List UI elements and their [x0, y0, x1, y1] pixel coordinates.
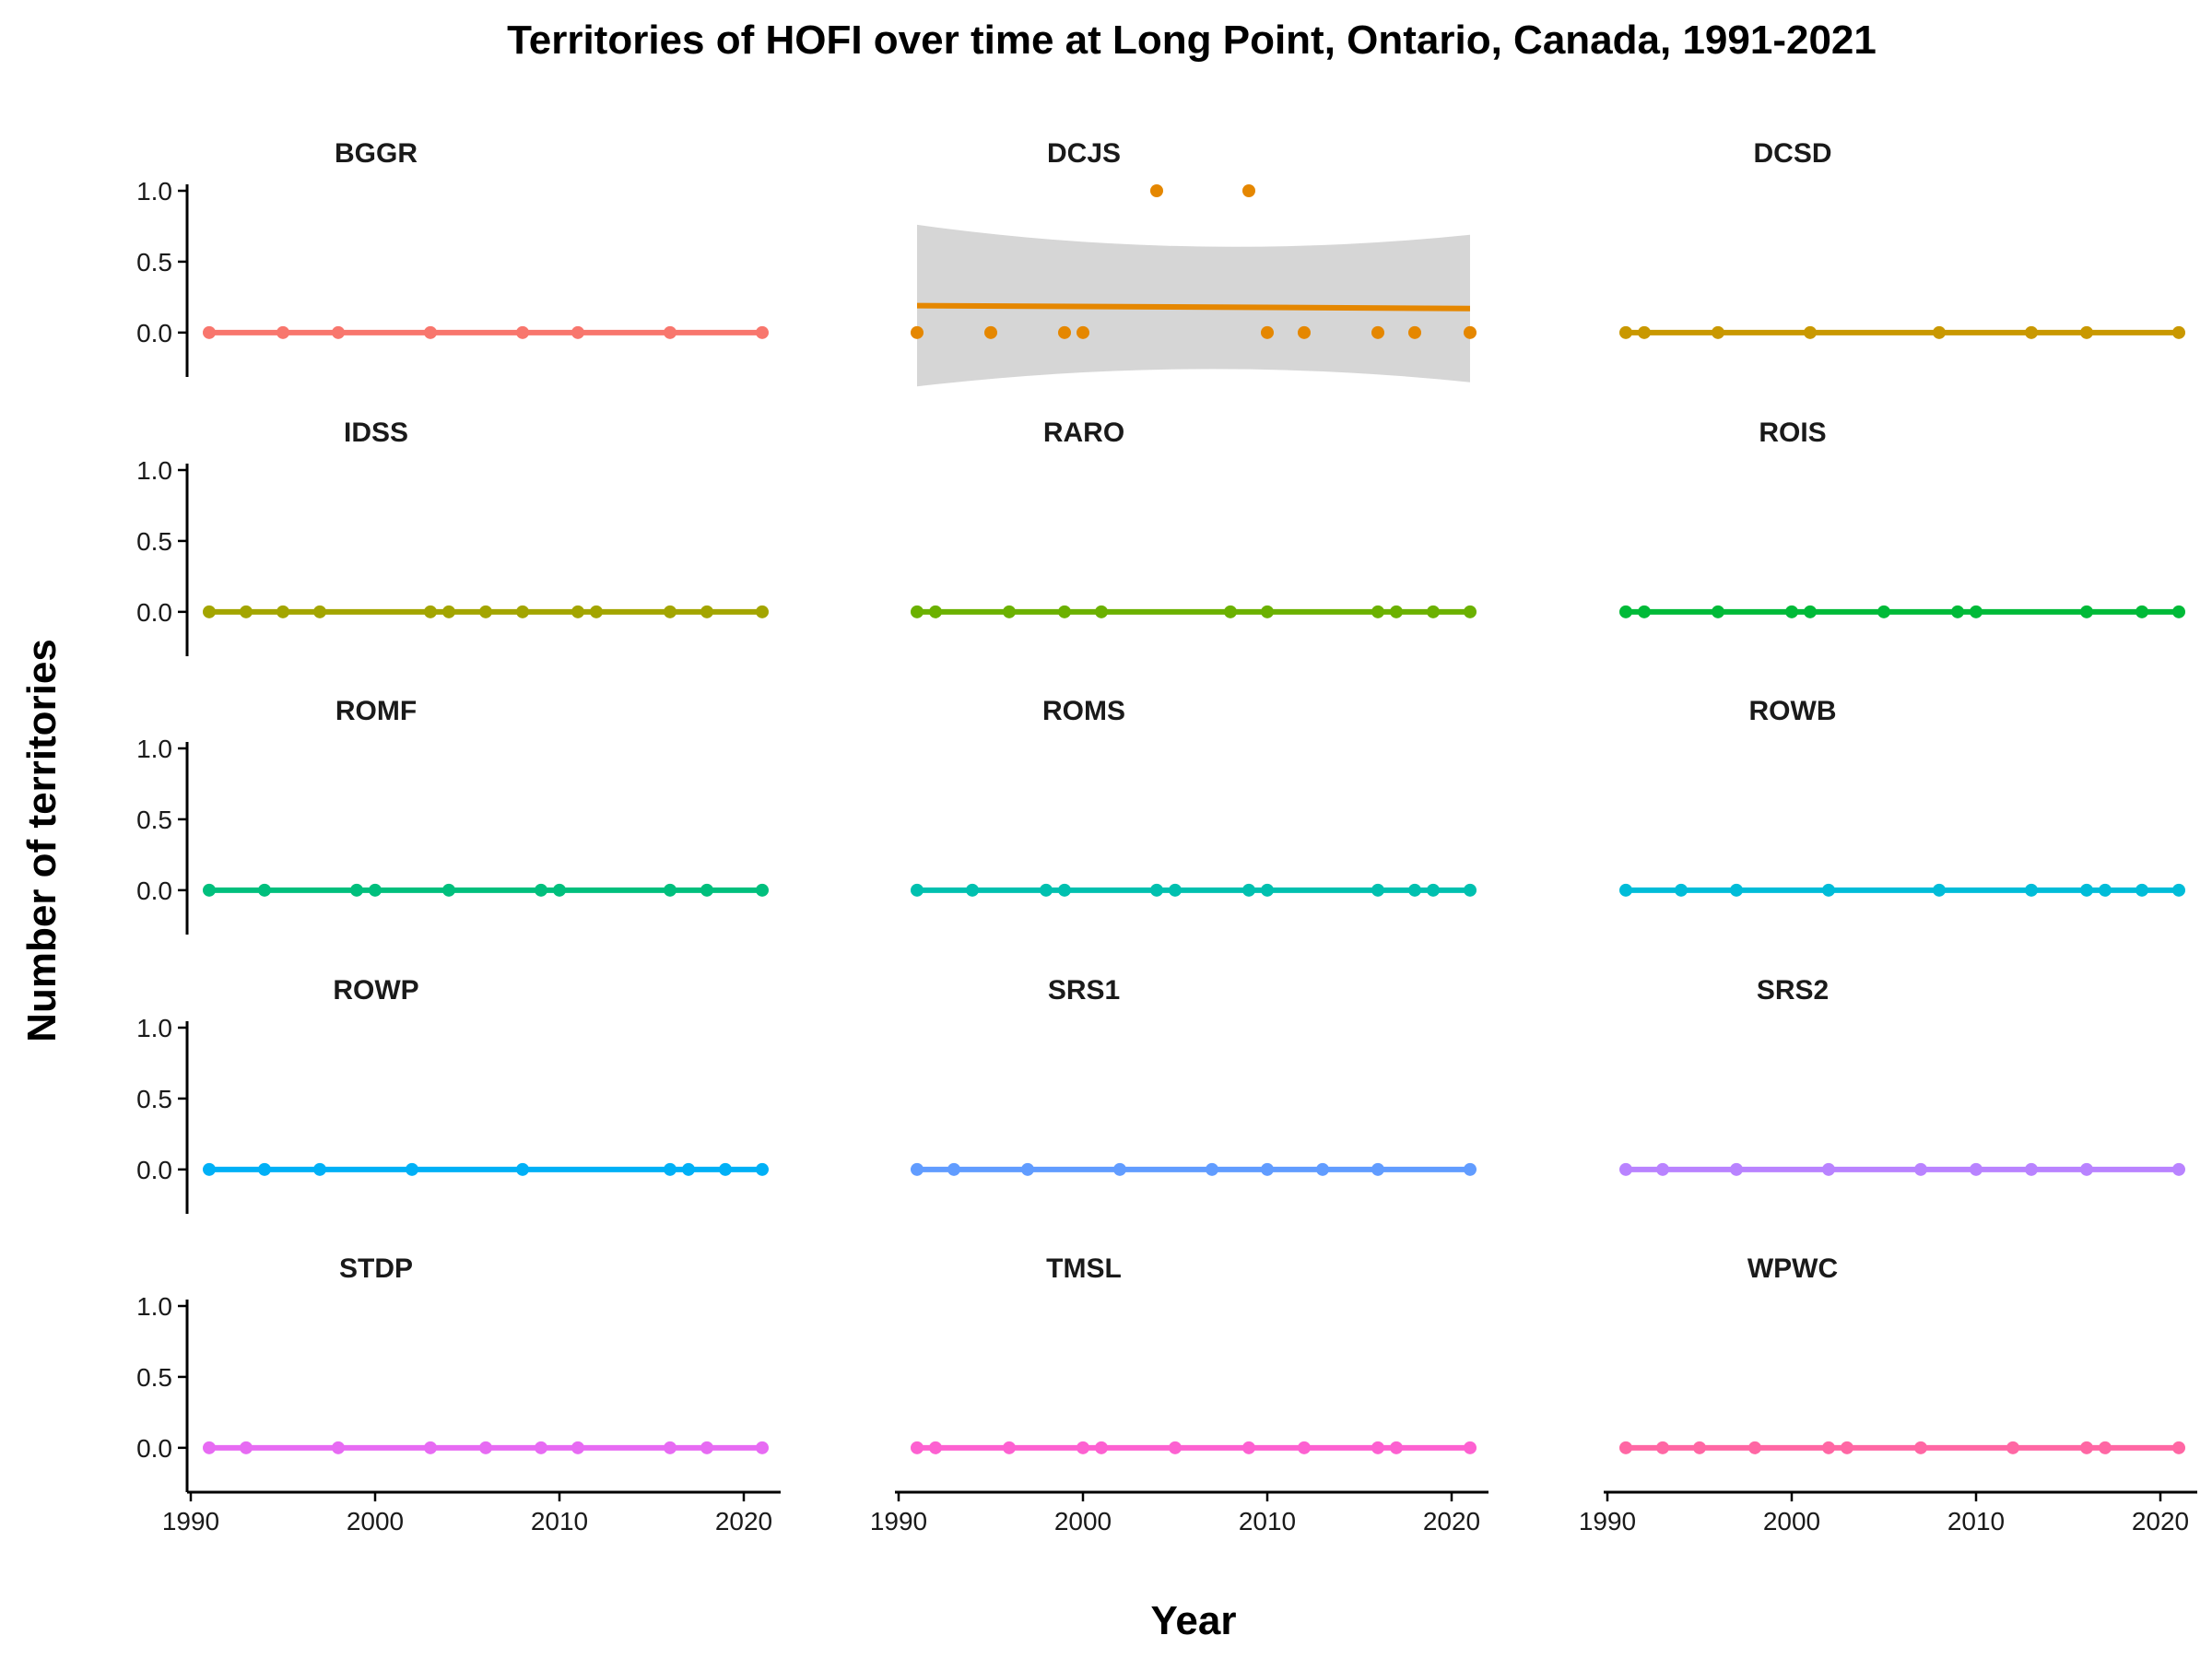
- y-tick-label: 0.0: [136, 319, 172, 347]
- y-tick-label: 1.0: [136, 735, 172, 763]
- panel-strip-label: DCSD: [1753, 138, 1831, 169]
- data-point: [984, 325, 997, 339]
- x-tick-label: 2000: [347, 1507, 404, 1535]
- panel-srs2: SRS2: [1619, 975, 2185, 1176]
- y-tick-label: 0.5: [136, 248, 172, 276]
- panel-strip-label: IDSS: [344, 418, 408, 448]
- panel-rowp: ROWP 0.0 0.5 1.0: [136, 975, 769, 1214]
- data-point: [1371, 325, 1384, 339]
- panel-stdp: STDP 0.0 0.5 1.0 1990 2000 2010 2020: [136, 1253, 781, 1535]
- panel-idss: IDSS 0.0 0.5 1.0: [136, 418, 769, 656]
- panel-rois: ROIS: [1619, 418, 2185, 618]
- x-tick-label: 2010: [531, 1507, 588, 1535]
- panel-strip-label: TMSL: [1046, 1253, 1122, 1284]
- panel-bggr: BGGR 0.0 0.5 1.0: [136, 138, 769, 377]
- panel-strip-label: ROWB: [1749, 696, 1837, 726]
- x-tick-label: 2010: [1947, 1507, 2005, 1535]
- y-tick-label: 1.0: [136, 1292, 172, 1321]
- panel-strip-label: WPWC: [1747, 1253, 1838, 1284]
- x-tick-label: 1990: [870, 1507, 927, 1535]
- panel-strip-label: BGGR: [335, 138, 418, 169]
- panel-strip-label: SRS1: [1048, 975, 1120, 1006]
- panel-rowb: ROWB: [1619, 696, 2185, 897]
- y-tick-label: 0.5: [136, 806, 172, 834]
- panel-tmsl: TMSL 1990 2000 2010 2020: [870, 1253, 1488, 1535]
- panel-strip-label: ROIS: [1759, 418, 1826, 448]
- y-tick-label: 0.0: [136, 1434, 172, 1463]
- panel-strip-label: SRS2: [1757, 975, 1829, 1006]
- data-point: [1077, 325, 1089, 339]
- x-tick-label: 1990: [162, 1507, 219, 1535]
- panel-strip-label: ROWP: [333, 975, 418, 1006]
- y-tick-label: 1.0: [136, 177, 172, 206]
- data-point: [1408, 325, 1421, 339]
- panel-strip-label: STDP: [339, 1253, 413, 1284]
- y-axis-title: Number of territories: [19, 639, 65, 1042]
- panel-strip-label: DCJS: [1047, 138, 1121, 169]
- panel-strip-label: RARO: [1043, 418, 1124, 448]
- x-axis-title: Year: [1151, 1598, 1237, 1643]
- x-tick-label: 1990: [1579, 1507, 1636, 1535]
- panel-strip-label: ROMF: [335, 696, 417, 726]
- panel-wpwc: WPWC 1990 2000 2010 2020: [1579, 1253, 2197, 1535]
- x-tick-label: 2020: [2132, 1507, 2189, 1535]
- panel-dcsd: DCSD: [1619, 138, 2185, 339]
- data-point: [911, 325, 924, 339]
- y-tick-label: 0.5: [136, 527, 172, 556]
- data-point: [1150, 184, 1163, 197]
- x-tick-label: 2020: [1423, 1507, 1480, 1535]
- x-tick-label: 2010: [1239, 1507, 1296, 1535]
- data-point: [1242, 184, 1255, 197]
- y-tick-label: 0.0: [136, 877, 172, 905]
- panel-srs1: SRS1: [911, 975, 1477, 1176]
- y-tick-label: 0.5: [136, 1363, 172, 1392]
- chart-title: Territories of HOFI over time at Long Po…: [507, 18, 1877, 63]
- panel-raro: RARO: [911, 418, 1477, 618]
- y-tick-label: 0.5: [136, 1085, 172, 1113]
- x-tick-label: 2000: [1763, 1507, 1820, 1535]
- panel-dcjs: DCJS: [911, 138, 1477, 387]
- y-tick-label: 0.0: [136, 598, 172, 627]
- y-tick-label: 0.0: [136, 1156, 172, 1184]
- panel-romf: ROMF 0.0 0.5 1.0: [136, 696, 769, 935]
- data-point: [1058, 325, 1071, 339]
- data-point: [1464, 325, 1477, 339]
- facet-panels: BGGR 0.0 0.5 1.0 DCJS DCSD IDSS 0.0 0.5 1.0 RARO RO…: [136, 138, 2197, 1535]
- y-tick-label: 1.0: [136, 1014, 172, 1042]
- panel-roms: ROMS: [911, 696, 1477, 897]
- panel-strip-label: ROMS: [1042, 696, 1125, 726]
- trend-line: [916, 302, 1471, 312]
- y-tick-label: 1.0: [136, 456, 172, 485]
- x-tick-label: 2020: [715, 1507, 772, 1535]
- data-point: [1261, 325, 1274, 339]
- data-point: [1298, 325, 1311, 339]
- x-tick-label: 2000: [1054, 1507, 1112, 1535]
